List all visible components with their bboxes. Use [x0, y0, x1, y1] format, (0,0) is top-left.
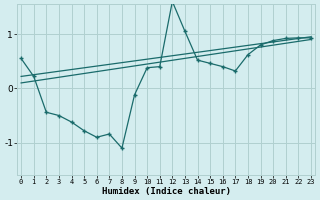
X-axis label: Humidex (Indice chaleur): Humidex (Indice chaleur): [101, 187, 230, 196]
